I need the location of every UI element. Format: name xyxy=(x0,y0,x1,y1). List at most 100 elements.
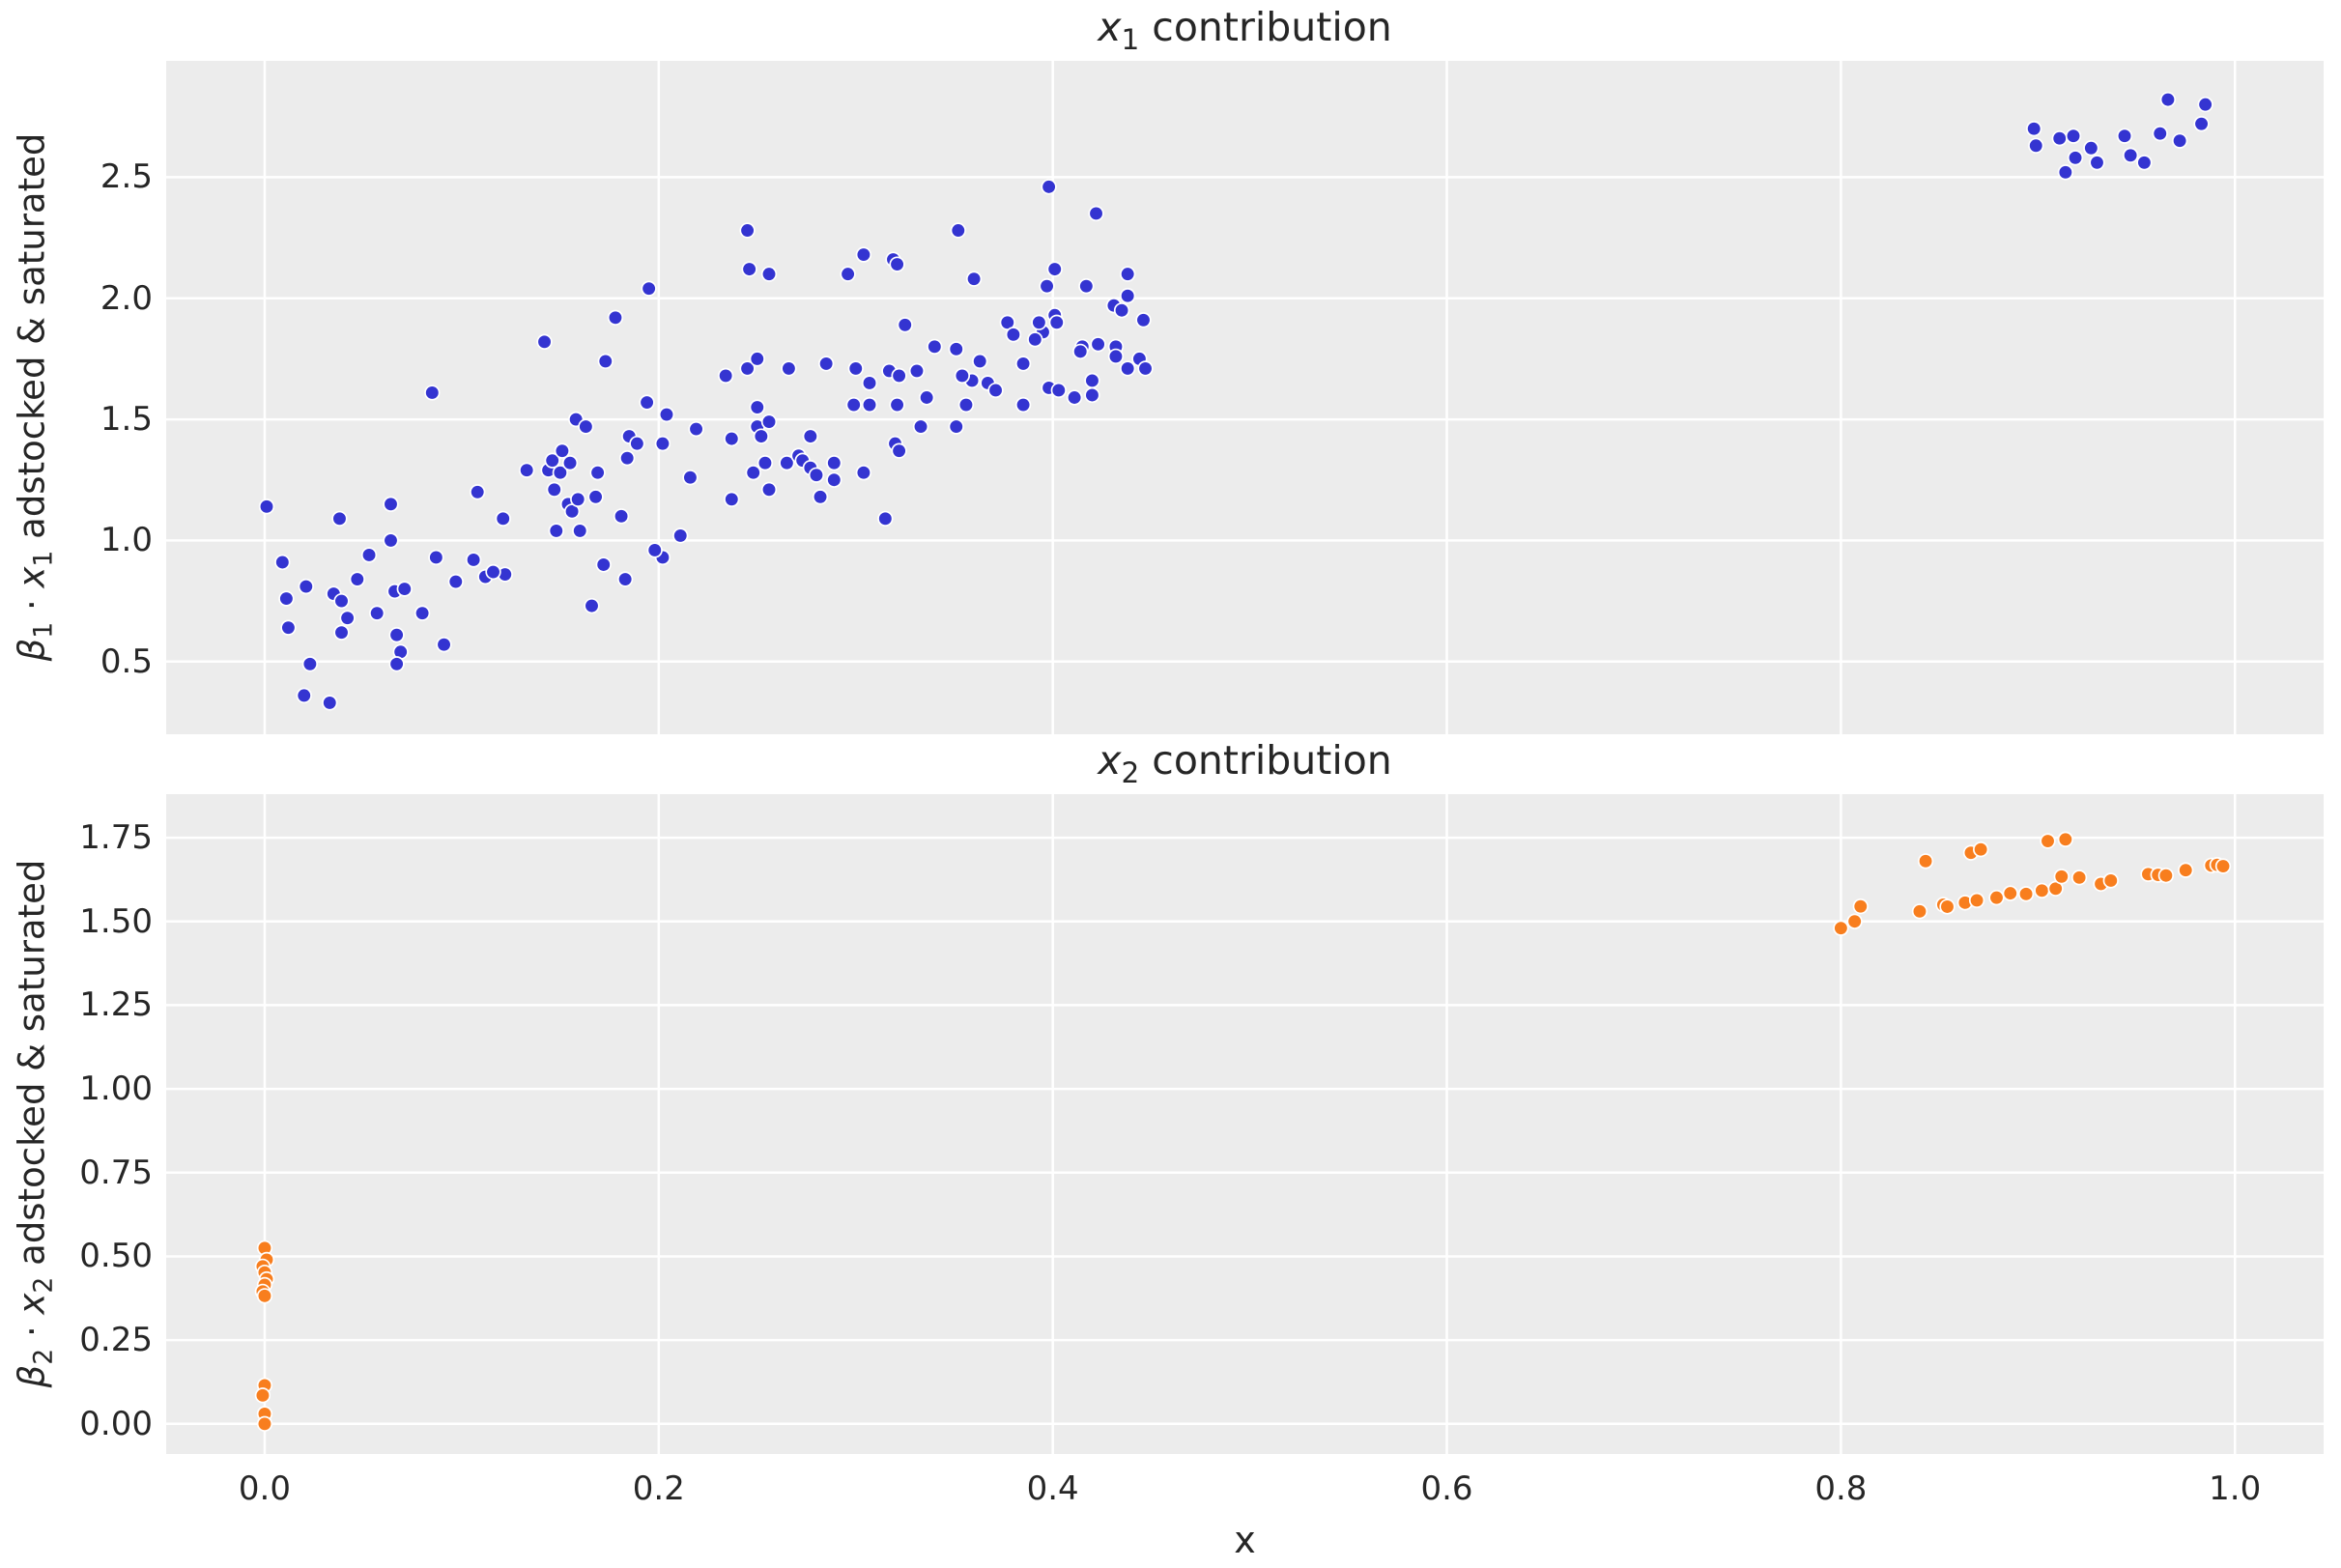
subplot1-scatter-point xyxy=(1027,331,1043,348)
subplot1-scatter-point xyxy=(724,430,740,447)
subplot1-scatter-point xyxy=(629,435,645,452)
subplot2-scatter-point xyxy=(254,1387,271,1404)
subplot1-scatter-point xyxy=(718,367,734,385)
subplot1-scatter-point xyxy=(2089,155,2105,171)
subplot1-scatter-point xyxy=(2067,150,2084,166)
xtick-label-0.6: 0.6 xyxy=(1420,1469,1473,1508)
subplot1-scatter-point xyxy=(749,399,765,415)
subplot1-scatter-point xyxy=(646,542,663,558)
subplot1-scatter-point xyxy=(548,523,564,539)
subplot2-scatter-point xyxy=(2017,886,2035,902)
subplot2-scatter-point xyxy=(2157,868,2175,884)
subplot1-scatter-point xyxy=(972,353,988,370)
subplot1-scatter-point xyxy=(470,484,486,500)
subplot1-ylabel-dot: · xyxy=(11,587,53,622)
subplot2-scatter-point xyxy=(1988,889,2005,906)
subplot1-scatter-point xyxy=(339,610,356,626)
subplot1-scatter-point xyxy=(495,510,511,527)
subplot1-y-axis-label: β1 · x1 adstocked & saturated xyxy=(11,133,58,662)
subplot1-scatter-point xyxy=(847,360,864,377)
subplot2-scatter-point xyxy=(1846,913,1863,929)
subplot1-scatter-point xyxy=(912,418,929,435)
subplot1-scatter-point xyxy=(2065,128,2082,144)
subplot1-scatter-point xyxy=(572,523,588,539)
subplot1-scatter-point xyxy=(546,481,562,498)
subplot1-scatter-point xyxy=(613,508,630,525)
subplot1-scatter-point xyxy=(536,333,553,350)
subplot1-scatter-point xyxy=(2197,96,2213,113)
subplot1-scatter-point xyxy=(2159,91,2177,108)
subplot1-scatter-point xyxy=(1120,266,1136,282)
subplot1-scatter-point xyxy=(584,597,600,614)
subplot1-scatter-point xyxy=(641,280,657,297)
subplot1-scatter-point xyxy=(812,489,829,505)
subplot1-scatter-point xyxy=(1078,278,1095,295)
xtick-label-0.2: 0.2 xyxy=(632,1469,685,1508)
subplot1-scatter-point xyxy=(897,317,913,333)
subplot2-scatter-point xyxy=(1917,853,1934,870)
subplot1-scatter-point xyxy=(757,455,774,471)
subplot1-scatter-point xyxy=(2152,126,2168,142)
subplot1-scatter-point xyxy=(2051,130,2068,147)
subplot1-scatter-point xyxy=(333,592,350,610)
subplot1-scatter-point xyxy=(360,547,378,563)
subplot1-scatter-point xyxy=(1084,372,1100,389)
subplot1-scatter-point xyxy=(739,222,756,239)
subplot1-scatter-point xyxy=(561,455,579,471)
subplot1-scatter-point xyxy=(1090,336,1106,353)
subplot1-scatter-point xyxy=(2116,128,2133,144)
subplot1-scatter-point xyxy=(749,351,765,367)
subplot1-scatter-point xyxy=(2028,137,2044,154)
subplot1-scatter-point xyxy=(296,687,312,704)
subplot2-title-var: x xyxy=(1098,737,1122,784)
subplot1-ytick-label-1.0: 1.0 xyxy=(100,521,153,560)
subplot1-scatter-point xyxy=(889,256,905,272)
subplot2-scatter-point xyxy=(2040,833,2056,849)
subplot1-scatter-point xyxy=(1072,343,1089,360)
subplot1-scatter-point xyxy=(760,481,778,498)
subplot2-ytick-label-1.00: 1.00 xyxy=(79,1069,153,1109)
subplot1-title-var: x xyxy=(1098,4,1122,50)
xtick-label-0.8: 0.8 xyxy=(1814,1469,1868,1508)
subplot2-scatter-point xyxy=(2034,882,2050,898)
subplot2-ylabel-beta: β xyxy=(11,1364,53,1388)
subplot2-ytick-label-0.75: 0.75 xyxy=(79,1153,153,1192)
subplot1-scatter-point xyxy=(919,389,935,406)
subplot1-scatter-point xyxy=(369,605,385,621)
subplot1-scatter-point xyxy=(682,470,699,486)
subplot2-ytick-label-1.75: 1.75 xyxy=(79,818,153,858)
subplot1-scatter-point xyxy=(552,465,569,481)
subplot1-scatter-point xyxy=(965,271,983,287)
subplot1-scatter-point xyxy=(826,471,842,488)
subplot1-ylabel-var: x xyxy=(11,566,53,588)
subplot1-scatter-point xyxy=(595,556,612,573)
subplot2-scatter-point xyxy=(1833,920,1849,936)
subplot1-scatter-point xyxy=(428,549,444,566)
subplot1-scatter-point xyxy=(954,367,971,385)
subplot1-scatter-point xyxy=(597,353,614,370)
subplot1-scatter-point xyxy=(274,554,291,571)
subplot1-scatter-point xyxy=(2136,155,2153,171)
subplot1-scatter-point xyxy=(861,396,878,413)
subplot1-scatter-point xyxy=(741,261,757,277)
subplot1-scatter-point xyxy=(616,571,634,587)
subplot2-ylabel-var: x xyxy=(11,1293,53,1315)
subplot1-plot-area xyxy=(166,61,2324,734)
subplot1-scatter-point xyxy=(891,367,907,385)
subplot1-scatter-point xyxy=(1107,348,1125,365)
subplot1-scatter-point xyxy=(349,571,365,587)
subplot2-scatter-point xyxy=(2178,862,2194,878)
subplot2-scatter-point xyxy=(2214,858,2232,874)
subplot2-scatter-point xyxy=(1973,841,1989,858)
subplot1-scatter-point xyxy=(957,396,975,413)
subplot1-scatter-point xyxy=(414,605,431,621)
subplot1-scatter-point xyxy=(2026,121,2042,137)
subplot1-scatter-point xyxy=(779,455,795,471)
subplot1-title-rest: contribution xyxy=(1139,4,1392,50)
subplot1-scatter-point xyxy=(607,309,624,326)
subplot1-scatter-point xyxy=(1066,389,1083,406)
subplot1-ylabel-beta-sub: 1 xyxy=(28,621,59,639)
subplot1-scatter-point xyxy=(639,394,655,411)
subplot1-scatter-point xyxy=(301,656,319,672)
subplot2-ytick-label-1.25: 1.25 xyxy=(79,985,153,1025)
